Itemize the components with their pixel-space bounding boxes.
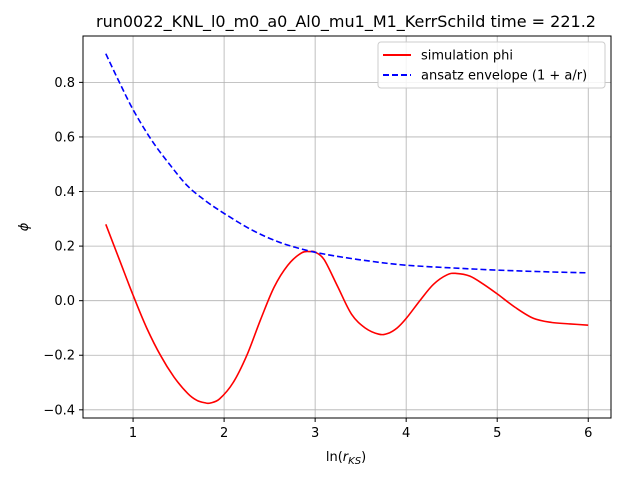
y-tick-label: 0.6 (54, 130, 75, 145)
y-tick-label: 0.2 (54, 240, 75, 255)
x-tick-label: 2 (220, 426, 228, 441)
plot-frame (82, 35, 612, 419)
legend-box (377, 41, 606, 89)
x-tick-label: 4 (402, 426, 410, 441)
x-axis-ticks: 1 2 3 4 5 6 (129, 418, 592, 441)
x-tick-label: 1 (129, 426, 137, 441)
legend-label-ansatz: ansatz envelope (1 + a/r) (421, 69, 587, 84)
series-line-ansatz-envelope (105, 53, 589, 274)
y-tick-label: 0.8 (54, 76, 75, 91)
x-tick-label: 3 (311, 426, 319, 441)
y-axis-ticks: −0.4 −0.2 0.0 0.2 0.4 0.6 0.8 (43, 76, 83, 418)
chart-title: run0022_KNL_l0_m0_a0_Al0_mu1_M1_KerrSchi… (96, 12, 596, 32)
y-tick-label: −0.4 (43, 403, 75, 418)
x-tick-label: 5 (493, 426, 501, 441)
series-lines (105, 53, 589, 405)
x-axis-title: ln(rKS) (326, 450, 366, 467)
y-tick-label: 0.4 (54, 185, 75, 200)
series-line-simulation-phi (105, 224, 589, 405)
grid (83, 36, 611, 418)
legend-label-simulation: simulation phi (421, 49, 513, 64)
y-axis-title: ϕ (17, 222, 32, 231)
x-tick-label: 6 (584, 426, 592, 441)
y-tick-label: 0.0 (54, 294, 75, 309)
y-tick-label: −0.2 (43, 349, 75, 364)
legend: simulation phi ansatz envelope (1 + a/r) (377, 41, 606, 89)
